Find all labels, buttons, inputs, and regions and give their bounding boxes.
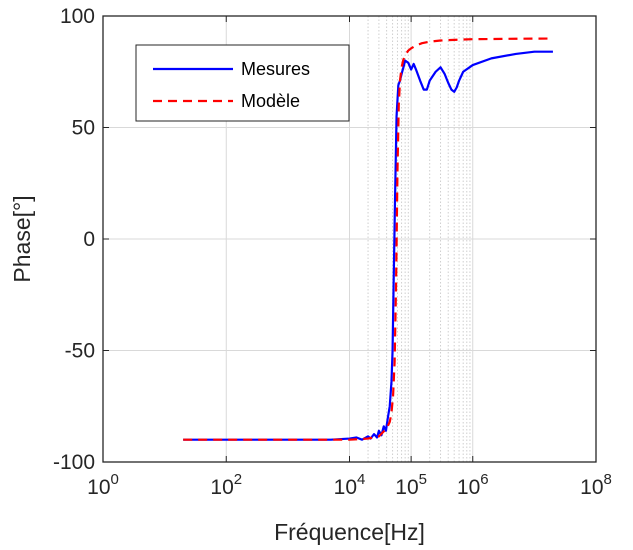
y-tick-label: 0 — [83, 228, 95, 251]
y-tick-labels: 100 50 0 -50 -100 — [53, 5, 95, 474]
x-tick-label: 100 — [87, 471, 119, 499]
x-tick-label: 104 — [334, 471, 366, 499]
x-tick-label: 106 — [457, 471, 489, 499]
legend-label-mesures: Mesures — [241, 59, 310, 79]
series-line-modele — [183, 37, 553, 441]
y-tick-label: 100 — [60, 5, 95, 28]
x-tick-label: 108 — [580, 471, 612, 499]
x-tick-labels: 100 102 104 105 106 108 — [87, 471, 612, 499]
y-tick-label: -50 — [65, 340, 95, 363]
axis-ticks — [102, 15, 597, 463]
y-axis-label: Phase[°] — [9, 195, 35, 282]
y-tick-label: 50 — [72, 117, 95, 140]
legend-label-modele: Modèle — [241, 91, 300, 111]
legend: Mesures Modèle — [135, 44, 350, 122]
data-lines — [183, 37, 553, 441]
x-tick-label: 102 — [210, 471, 242, 499]
x-axis-label: Fréquence[Hz] — [274, 519, 425, 545]
x-tick-label: 105 — [395, 471, 427, 499]
legend-box — [135, 44, 350, 122]
y-tick-label: -100 — [53, 451, 95, 474]
